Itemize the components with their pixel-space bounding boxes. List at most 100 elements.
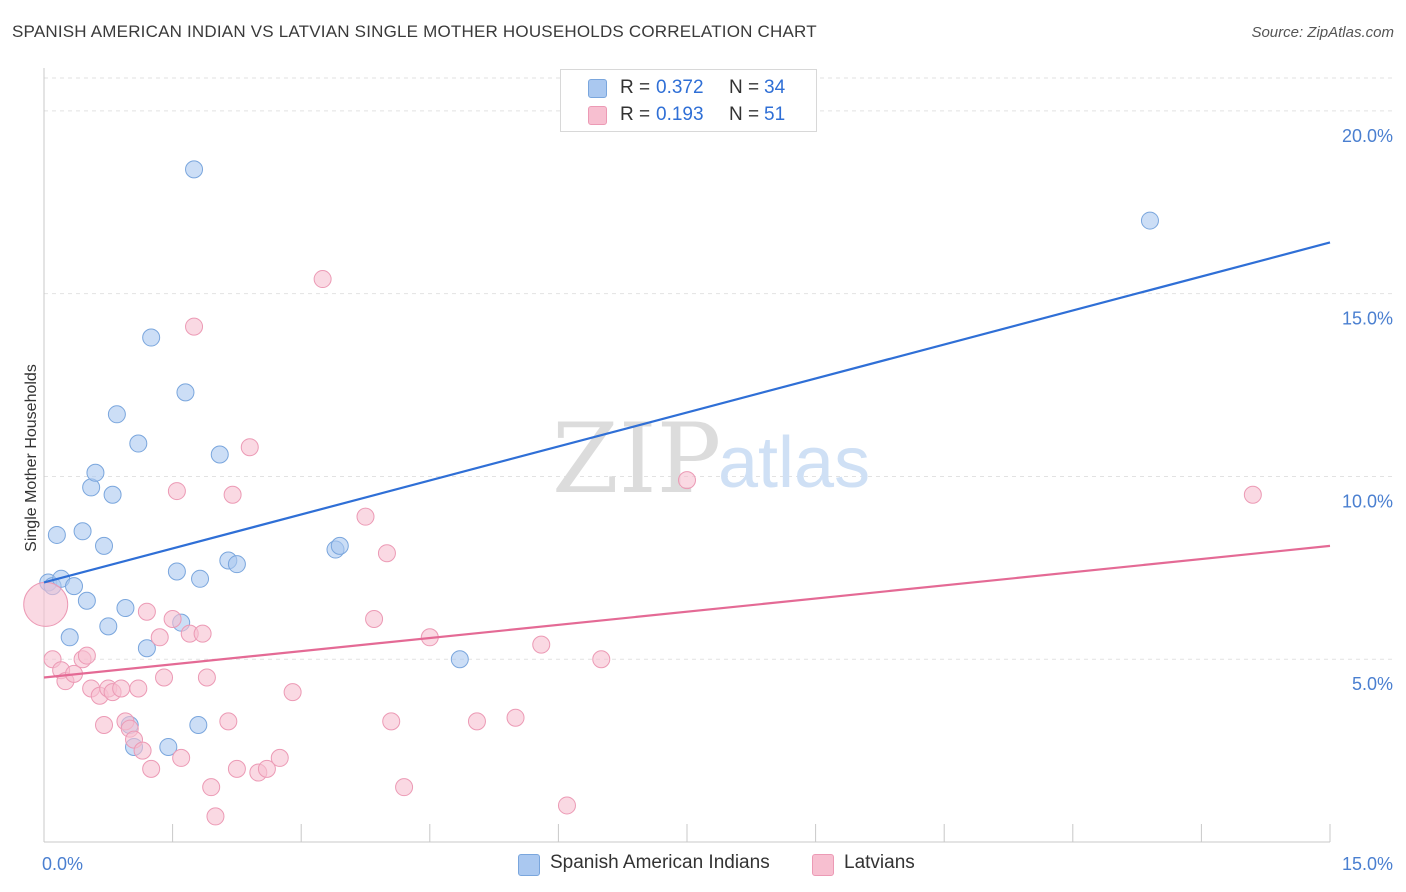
spanish-american-indian-point xyxy=(60,628,79,647)
legend-n-value: 34 xyxy=(764,77,786,98)
spanish-american-indian-point xyxy=(107,405,126,424)
latvian-point xyxy=(172,748,191,767)
legend-row-latvians: R = 0.193 N = 51 xyxy=(561,101,816,127)
legend-n-value: 51 xyxy=(764,104,786,125)
latvian-point xyxy=(532,635,551,654)
axes xyxy=(43,68,1331,843)
spanish-american-indian-point xyxy=(159,737,178,756)
latvian-point xyxy=(185,317,204,336)
spanish-american-indian-point xyxy=(185,160,204,179)
latvian-point xyxy=(257,759,276,778)
spanish-american-indian-point xyxy=(450,650,469,669)
latvian-trend-line xyxy=(43,544,1331,679)
latvian-point xyxy=(163,610,182,629)
legend-n-label: N = xyxy=(729,77,760,98)
tick-labels: 5.0% 10.0% 15.0% 20.0% 0.0% 15.0% xyxy=(42,126,1393,874)
latvian-point xyxy=(150,628,169,647)
latvian-point xyxy=(365,610,384,629)
latvian-point xyxy=(206,807,225,826)
latvian-point xyxy=(219,712,238,731)
latvian-point xyxy=(592,650,611,669)
spanish-american-indian-point xyxy=(189,716,208,735)
spanish-american-indian-point xyxy=(191,569,210,588)
latvian-point xyxy=(382,712,401,731)
latvian-point xyxy=(377,544,396,563)
spanish-american-indian-point xyxy=(330,536,349,555)
gridlines xyxy=(44,77,1395,660)
latvian-point xyxy=(95,716,114,735)
x-tick-label: 15.0% xyxy=(1342,854,1393,874)
spanish-american-indian-point xyxy=(47,525,66,544)
latvian-point xyxy=(133,741,152,760)
trend-lines xyxy=(43,241,1331,679)
spanish-american-indian-point xyxy=(99,617,118,636)
latvian-point xyxy=(240,438,259,457)
y-tick-label: 20.0% xyxy=(1342,126,1393,146)
spanish-american-indian-point xyxy=(142,328,161,347)
spanish-american-indian-point xyxy=(227,555,246,574)
latvian-point xyxy=(557,796,576,815)
latvian-point xyxy=(283,683,302,702)
latvian-point xyxy=(678,471,696,490)
legend-r-label: R = xyxy=(620,104,651,125)
legend-r-value: 0.193 xyxy=(656,104,704,125)
latvian-point xyxy=(167,482,186,501)
watermark: ZIP atlas xyxy=(552,403,870,515)
bottom-legend-swatch-pink xyxy=(812,854,834,876)
spanish-american-indian-point xyxy=(116,599,135,618)
spanish-american-indian-point xyxy=(65,577,84,596)
legend-swatch-blue xyxy=(588,79,607,98)
bottom-legend-label: Latvians xyxy=(844,852,915,873)
spanish-american-indian-point xyxy=(137,639,156,658)
spanish-american-indian-point xyxy=(95,536,114,555)
spanish-american-indian-point xyxy=(77,591,96,610)
spanish-american-indian-point xyxy=(167,562,186,581)
y-axis-title: Single Mother Households xyxy=(23,364,40,552)
legend-swatch-pink xyxy=(588,106,607,125)
latvian-point xyxy=(270,748,289,767)
spanish-american-indian-point xyxy=(1140,211,1159,230)
latvian-point xyxy=(23,581,69,627)
latvian-point xyxy=(142,759,161,778)
legend-n-label: N = xyxy=(729,104,760,125)
watermark-atlas: atlas xyxy=(718,423,870,503)
latvian-point xyxy=(223,485,242,504)
latvian-point xyxy=(1243,485,1262,504)
watermark-zip: ZIP xyxy=(552,403,721,515)
spanish-american-indian-point xyxy=(86,463,105,482)
latvian-point xyxy=(467,712,486,731)
legend-r-value: 0.372 xyxy=(656,77,704,98)
source-label: Source: ZipAtlas.com xyxy=(1251,24,1394,41)
y-tick-label: 15.0% xyxy=(1342,309,1393,329)
latvian-point xyxy=(356,507,375,526)
latvian-point xyxy=(77,646,96,665)
spanish-american-indian-point xyxy=(129,434,148,453)
spanish-american-indian-point xyxy=(210,445,229,464)
latvian-point xyxy=(112,679,131,698)
latvian-point xyxy=(193,624,212,643)
bottom-legend-label: Spanish American Indians xyxy=(550,852,770,873)
latvian-point xyxy=(155,668,174,687)
x-tick-label: 0.0% xyxy=(42,854,83,874)
bottom-legend-swatch-blue xyxy=(518,854,540,876)
latvian-point xyxy=(506,708,525,727)
spanish-american-indian-point xyxy=(103,485,122,504)
y-tick-label: 5.0% xyxy=(1352,674,1393,694)
spanish-american-indian-point xyxy=(73,522,92,541)
latvian-point xyxy=(227,759,246,778)
data-points xyxy=(23,160,1262,826)
stats-legend: R = 0.372 N = 34 R = 0.193 N = 51 xyxy=(560,69,817,132)
spanish-american-indian-trend-line xyxy=(43,241,1331,584)
legend-row-spanish-american-indians: R = 0.372 N = 34 xyxy=(561,74,816,100)
latvian-point xyxy=(313,270,332,289)
y-tick-label: 10.0% xyxy=(1342,491,1393,511)
latvian-point xyxy=(395,778,414,797)
latvian-point xyxy=(137,602,156,621)
chart-title: SPANISH AMERICAN INDIAN VS LATVIAN SINGL… xyxy=(12,22,817,41)
spanish-american-indian-point xyxy=(176,383,195,402)
latvian-point xyxy=(202,778,221,797)
latvian-point xyxy=(197,668,216,687)
latvian-point xyxy=(129,679,148,698)
legend-r-label: R = xyxy=(620,77,651,98)
